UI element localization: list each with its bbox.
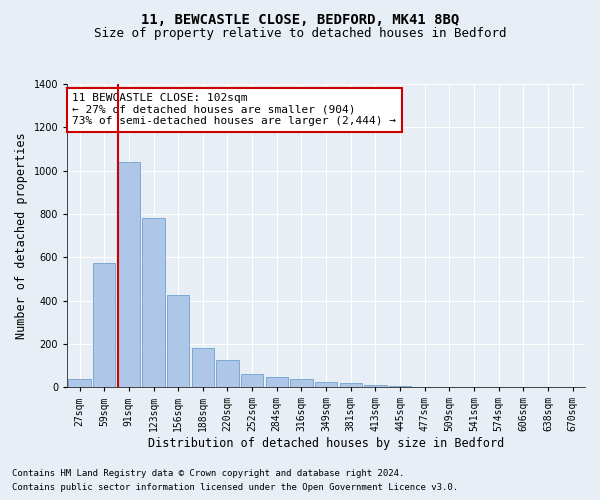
Bar bbox=[68, 378, 91, 387]
Y-axis label: Number of detached properties: Number of detached properties bbox=[15, 132, 28, 339]
Bar bbox=[389, 386, 411, 387]
Text: Size of property relative to detached houses in Bedford: Size of property relative to detached ho… bbox=[94, 28, 506, 40]
Bar bbox=[315, 382, 337, 387]
Bar bbox=[364, 384, 386, 387]
Bar bbox=[266, 378, 288, 387]
Bar bbox=[217, 360, 239, 387]
X-axis label: Distribution of detached houses by size in Bedford: Distribution of detached houses by size … bbox=[148, 437, 504, 450]
Bar bbox=[93, 262, 115, 387]
Bar bbox=[118, 162, 140, 387]
Text: 11 BEWCASTLE CLOSE: 102sqm
← 27% of detached houses are smaller (904)
73% of sem: 11 BEWCASTLE CLOSE: 102sqm ← 27% of deta… bbox=[73, 93, 397, 126]
Bar bbox=[241, 374, 263, 387]
Text: Contains HM Land Registry data © Crown copyright and database right 2024.: Contains HM Land Registry data © Crown c… bbox=[12, 468, 404, 477]
Text: 11, BEWCASTLE CLOSE, BEDFORD, MK41 8BQ: 11, BEWCASTLE CLOSE, BEDFORD, MK41 8BQ bbox=[141, 12, 459, 26]
Text: Contains public sector information licensed under the Open Government Licence v3: Contains public sector information licen… bbox=[12, 484, 458, 492]
Bar bbox=[340, 383, 362, 387]
Bar bbox=[167, 295, 189, 387]
Bar bbox=[142, 218, 164, 387]
Bar bbox=[290, 378, 313, 387]
Bar bbox=[192, 348, 214, 387]
